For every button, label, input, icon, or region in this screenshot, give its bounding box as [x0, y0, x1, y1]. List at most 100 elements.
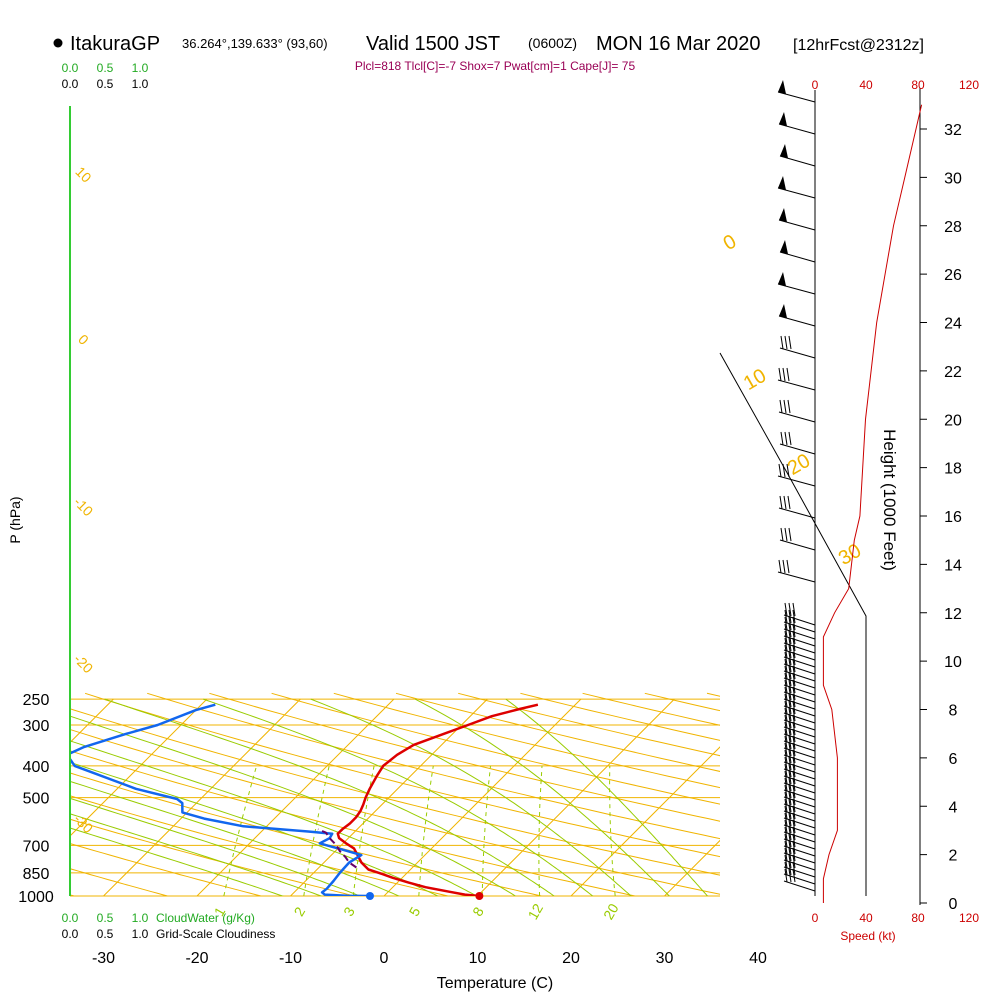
x-tick-label: -20 [185, 950, 208, 967]
wind-barb-feather [788, 431, 792, 446]
pressure-tick-label: 300 [23, 718, 50, 735]
wind-barb-feather [778, 463, 782, 478]
wind-barb [783, 614, 816, 626]
sounding-profiles [70, 703, 539, 896]
forecast-info: [12hrFcst@2312z] [793, 37, 924, 54]
wind-barb-feather [786, 367, 790, 382]
wind-barb [783, 635, 816, 647]
wind-barb-feather [792, 770, 796, 785]
wind-barb-feather [784, 777, 788, 792]
x-axis-label: Temperature (C) [437, 975, 553, 992]
pressure-tick-label: 850 [23, 866, 50, 883]
wind-barb-feather [780, 527, 784, 542]
dry-adiabat [209, 692, 720, 822]
surface-temperature-point [475, 892, 484, 900]
dry-adiabat [84, 692, 720, 858]
height-tick-label: 0 [949, 896, 958, 913]
moist-adiabat [203, 698, 594, 896]
wind-barb-feather [784, 854, 788, 869]
wind-barb-feather [784, 658, 788, 673]
dry-adiabat [70, 868, 170, 896]
wind-barb-feather [788, 868, 792, 883]
wind-barb [783, 768, 816, 780]
wind-barb-feather [784, 721, 788, 736]
wind-barb-feather [779, 495, 783, 510]
wind-barb-feather [782, 463, 786, 478]
wind-barb [783, 852, 816, 864]
wind-barb-feather [792, 826, 796, 841]
mixing-ratio-label: 20 [600, 901, 622, 923]
wind-barb-feather [784, 602, 788, 617]
wind-barb-feather [788, 826, 792, 841]
wind-barb-feather [792, 840, 796, 855]
wind-barb-feather [792, 805, 796, 820]
wind-barb-feather [792, 672, 796, 687]
wind-barb [783, 810, 816, 822]
dry-adiabat [70, 750, 638, 896]
x-tick-label: 10 [469, 950, 487, 967]
x-tick-label: -10 [279, 950, 302, 967]
wind-barb-feather [792, 700, 796, 715]
wind-barb-feather [788, 833, 792, 848]
isotherms [70, 698, 720, 896]
grid-cloudiness-label: Grid-Scale Cloudiness [156, 927, 275, 941]
wind-barbs [777, 80, 816, 892]
dry-adiabat [333, 692, 720, 789]
mixing-ratio-line [223, 765, 258, 896]
wind-barb-feather [792, 693, 796, 708]
wind-barb-feather [792, 665, 796, 680]
wind-barb-feather [788, 707, 792, 722]
wind-barb-feather [784, 672, 788, 687]
height-tick-label: 10 [944, 654, 962, 671]
wind-barb-flag [779, 208, 787, 222]
wind-barb-feather [788, 756, 792, 771]
wind-barb-feather [792, 819, 796, 834]
dry-adiabat [70, 818, 357, 896]
wind-barb-feather [787, 495, 791, 510]
wind-barb [783, 621, 816, 633]
wind-barb-feather [784, 431, 788, 446]
cloudiness-tick-label: 0.5 [97, 77, 114, 91]
wind-barb-feather [784, 770, 788, 785]
isotherm-line [477, 698, 675, 896]
moist-adiabat [70, 715, 517, 896]
isotherm-line [290, 698, 488, 896]
mixing-ratio-line [418, 765, 434, 896]
wind-barb-feather [788, 819, 792, 834]
wind-barb-feather [792, 861, 796, 876]
wind-barb-feather [792, 784, 796, 799]
cloudiness-tick-label: 1.0 [132, 927, 149, 941]
wind-barb-feather [784, 728, 788, 743]
temperature-profile [336, 703, 539, 896]
dry-adiabat [271, 692, 720, 805]
wind-barb-feather [788, 714, 792, 729]
height-tick-label: 8 [949, 703, 958, 720]
wind-barb-feather [784, 644, 788, 659]
wind-barb-feather [792, 854, 796, 869]
wind-barb [783, 873, 816, 885]
wind-barb [783, 733, 816, 745]
wind-barb-feather [792, 735, 796, 750]
cloud-tick-label: 0.5 [97, 61, 114, 75]
wind-barb-feather [784, 707, 788, 722]
wind-barb-feather [787, 399, 791, 414]
moist-adiabat [414, 698, 671, 896]
wind-barb-feather [792, 616, 796, 631]
wind-barb-feather [788, 651, 792, 666]
wind-barb-feather [788, 602, 792, 617]
cloudiness-tick-label: 0.5 [97, 927, 114, 941]
cloudiness-tick-label: 0.0 [62, 927, 79, 941]
wind-barb [783, 670, 816, 682]
dry-adiabat [70, 795, 451, 896]
cloud-tick-label: 0.0 [62, 61, 79, 75]
mixing-ratio-label: 12 [524, 901, 546, 923]
wind-barb [777, 91, 816, 103]
wind-barb-feather [784, 735, 788, 750]
moist-adiabat [70, 740, 478, 896]
wind-barb-feather [792, 847, 796, 862]
wind-barb-feather [788, 784, 792, 799]
wind-barb [783, 796, 816, 808]
